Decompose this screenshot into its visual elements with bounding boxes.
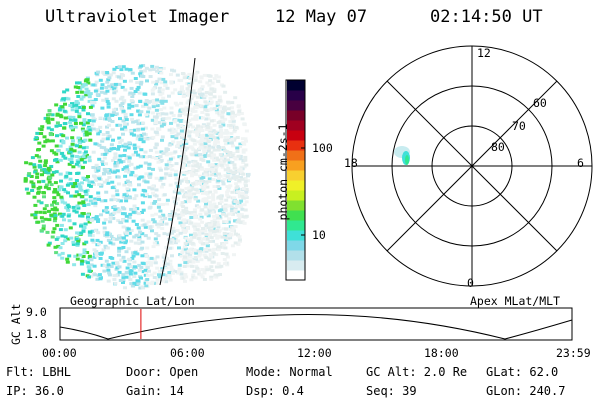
colorbar-tick-10: 10 <box>312 228 326 242</box>
mode-value: Mode: Normal <box>246 365 333 379</box>
x-tick-0600: 06:00 <box>170 346 205 360</box>
time-label: 02:14:50 UT <box>430 7 543 27</box>
y-tick-1-8: 1.8 <box>26 327 47 341</box>
x-tick-1200: 12:00 <box>297 346 332 360</box>
date-label: 12 May 07 <box>275 7 368 27</box>
geographic-label: Geographic Lat/Lon <box>70 294 195 308</box>
instrument-title: Ultraviolet Imager <box>45 7 230 27</box>
polar-aurora-patch <box>394 146 410 165</box>
colorbar-segment <box>287 180 305 191</box>
x-tick-1800: 18:00 <box>424 346 459 360</box>
colorbar-segment <box>287 150 305 161</box>
door-value: Door: Open <box>126 365 199 379</box>
ip-value: IP: 36.0 <box>6 384 64 398</box>
colorbar-segment <box>287 140 305 151</box>
colorbar-segment <box>287 170 305 181</box>
gcalt-value: GC Alt: 2.0 Re <box>366 365 468 379</box>
colorbar-segment <box>287 110 305 121</box>
track-plot-frame <box>59 307 573 341</box>
polar-label-left: 18 <box>344 156 358 170</box>
glon-value: GLon: 240.7 <box>486 384 566 398</box>
colorbar-segment <box>287 240 305 251</box>
colorbar-segment <box>287 190 305 201</box>
colorbar-segment <box>287 260 305 271</box>
apex-label: Apex MLat/MLT <box>470 294 561 308</box>
polar-label-right: 6 <box>577 156 584 170</box>
terminator-line <box>159 57 196 286</box>
y-tick-9: 9.0 <box>26 305 47 319</box>
colorbar-segment <box>287 200 305 211</box>
track-axis-title: GC Alt <box>9 303 23 345</box>
x-tick-2359: 23:59 <box>556 346 591 360</box>
flt-value: Flt: LBHL <box>6 365 72 379</box>
glat-value: GLat: 62.0 <box>486 365 559 379</box>
earth-image <box>23 64 251 290</box>
dsp-value: Dsp: 0.4 <box>246 384 304 398</box>
colorbar-segment <box>287 230 305 241</box>
colorbar-segment <box>287 80 305 91</box>
colorbar-segment <box>287 250 305 261</box>
seq-value: Seq: 39 <box>366 384 417 398</box>
x-tick-0000: 00:00 <box>42 346 77 360</box>
colorbar-segment <box>287 100 305 111</box>
lat-label-70: 70 <box>512 119 526 133</box>
gain-value: Gain: 14 <box>126 384 184 398</box>
colorbar-label: photon cm-2s-1 <box>276 123 290 221</box>
polar-label-bottom: 0 <box>467 276 474 290</box>
colorbar-segment <box>287 90 305 101</box>
colorbar-segment <box>287 120 305 131</box>
polar-plot <box>351 45 593 287</box>
lat-label-60: 60 <box>533 96 547 110</box>
colorbar-segment <box>287 210 305 221</box>
polar-label-top: 12 <box>477 46 491 60</box>
colorbar-frame <box>285 79 306 281</box>
colorbar-tick-100: 100 <box>312 141 333 155</box>
altitude-curve <box>59 314 573 340</box>
lat-label-80: 80 <box>491 140 505 154</box>
colorbar-segment <box>287 220 305 231</box>
colorbar-segment <box>287 160 305 171</box>
colorbar <box>287 80 305 281</box>
colorbar-segment <box>287 130 305 141</box>
colorbar-segment <box>287 270 305 281</box>
